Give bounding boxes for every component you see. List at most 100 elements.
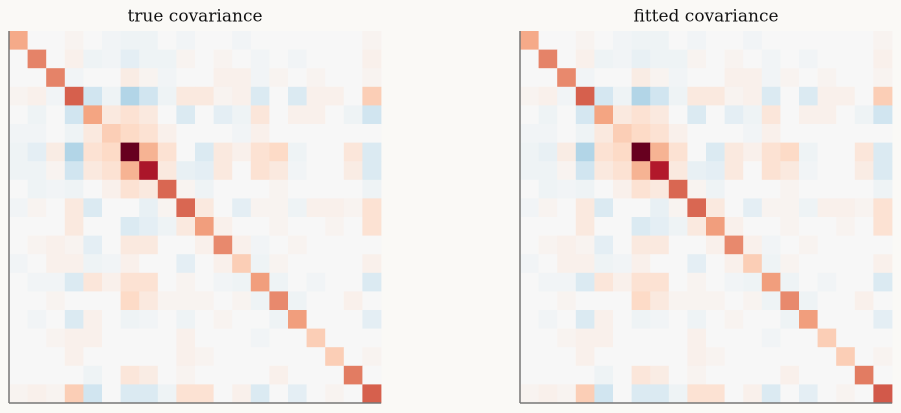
heatmap-cell: [232, 142, 252, 162]
heatmap-cell: [343, 217, 363, 236]
heatmap-cell: [176, 68, 196, 88]
heatmap-cell: [102, 31, 121, 50]
heatmap-cell: [799, 235, 818, 255]
heatmap-cell: [575, 31, 595, 50]
heatmap-cell: [83, 365, 103, 385]
heatmap-cell: [613, 310, 632, 329]
heatmap-cell: [761, 347, 781, 367]
heatmap-cell: [668, 198, 688, 218]
heatmap-cell: [594, 31, 614, 50]
heatmap-cell: [631, 49, 651, 69]
heatmap-cell: [306, 179, 326, 199]
heatmap-cell: [64, 347, 84, 367]
heatmap-cell: [706, 347, 725, 367]
heatmap-cell: [613, 272, 632, 292]
heatmap-cell: [27, 254, 47, 274]
heatmap-cell: [232, 347, 252, 367]
heatmap-cell: [120, 49, 140, 69]
heatmap-cell: [325, 235, 345, 255]
heatmap-cell: [854, 384, 874, 404]
heatmap-cell: [557, 142, 577, 162]
heatmap-cell: [557, 86, 577, 106]
heatmap-cell: [799, 49, 818, 69]
heatmap-cell: [27, 49, 47, 69]
heatmap-cell: [743, 384, 763, 404]
heatmap-cell: [761, 142, 781, 162]
heatmap-cell: [724, 161, 744, 181]
heatmap-cell: [854, 198, 874, 218]
heatmap-cell: [250, 217, 270, 236]
heatmap-cell: [213, 291, 233, 311]
heatmap-cell: [213, 142, 233, 162]
heatmap-cell: [631, 179, 651, 199]
heatmap-cell: [594, 198, 614, 218]
heatmap-cell: [743, 217, 763, 236]
heatmap-cell: [102, 254, 121, 274]
heatmap-cell: [325, 124, 345, 143]
heatmap-cell: [120, 347, 140, 367]
heatmap-cell: [9, 235, 28, 255]
heatmap-cell: [836, 384, 856, 404]
heatmap-cell: [250, 161, 270, 181]
heatmap-cell: [343, 272, 363, 292]
heatmap-cell: [668, 105, 688, 125]
heatmap-cell: [64, 235, 84, 255]
heatmap-cell: [9, 68, 28, 88]
heatmap-cell: [157, 328, 177, 348]
heatmap-cell: [799, 161, 818, 181]
heatmap-cell: [743, 142, 763, 162]
heatmap-cell: [83, 310, 103, 329]
heatmap-cell: [9, 179, 28, 199]
heatmap-cell: [157, 217, 177, 236]
heatmap-cell: [854, 124, 874, 143]
heatmap-cell: [27, 365, 47, 385]
heatmap-cell: [157, 384, 177, 404]
heatmap-cell: [706, 217, 725, 236]
heatmap-cell: [9, 217, 28, 236]
heatmap-cell: [288, 310, 307, 329]
heatmap-cell: [27, 310, 47, 329]
heatmap-cell: [854, 365, 874, 385]
heatmap-cell: [139, 179, 159, 199]
heatmap-cell: [120, 124, 140, 143]
heatmap-cell: [706, 179, 725, 199]
heatmap-cell: [650, 365, 670, 385]
heatmap-cell: [139, 384, 159, 404]
heatmap-cell: [557, 310, 577, 329]
heatmap-cell: [232, 105, 252, 125]
heatmap-cell: [743, 179, 763, 199]
heatmap-cell: [176, 142, 196, 162]
heatmap-cell: [176, 235, 196, 255]
heatmap-cell: [232, 124, 252, 143]
heatmap-cell: [687, 124, 707, 143]
heatmap-cell: [873, 217, 893, 236]
chart-title: fitted covariance: [633, 7, 778, 27]
heatmap-cell: [343, 86, 363, 106]
heatmap-cell: [232, 235, 252, 255]
heatmap-cell: [176, 124, 196, 143]
heatmap-cell: [613, 142, 632, 162]
heatmap-cell: [139, 198, 159, 218]
heatmap-cell: [250, 179, 270, 199]
heatmap-cell: [46, 49, 66, 69]
heatmap-cell: [538, 142, 558, 162]
heatmap-cell: [306, 254, 326, 274]
heatmap-cell: [724, 124, 744, 143]
heatmap-cell: [195, 235, 214, 255]
heatmap-cell: [64, 198, 84, 218]
heatmap-cell: [724, 235, 744, 255]
heatmap-cell: [706, 68, 725, 88]
heatmap-cell: [362, 86, 382, 106]
heatmap-cell: [817, 347, 837, 367]
heatmap-cell: [176, 161, 196, 181]
heatmap-cell: [176, 365, 196, 385]
heatmap-cell: [873, 272, 893, 292]
heatmap-cell: [325, 68, 345, 88]
heatmap-cell: [157, 105, 177, 125]
heatmap-cell: [668, 124, 688, 143]
heatmap-cell: [343, 124, 363, 143]
heatmap-cell: [195, 272, 214, 292]
heatmap-cell: [288, 31, 307, 50]
heatmap-cell: [120, 310, 140, 329]
heatmap-cell: [27, 124, 47, 143]
